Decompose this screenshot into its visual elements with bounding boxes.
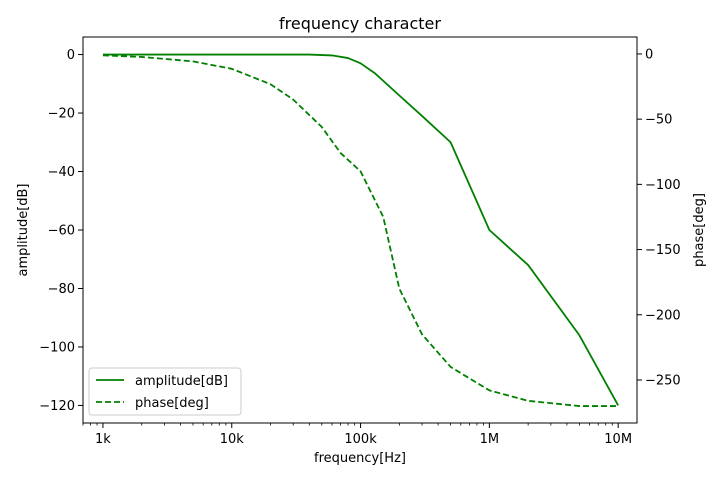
y-axis-right: 0 −50 −100 −150 −200 −250 [637, 47, 681, 388]
legend-box [88, 367, 242, 416]
y-left-tick-label: −20 [48, 107, 75, 122]
amplitude-series-line [102, 53, 619, 406]
x-axis-label: frequency[Hz] [314, 451, 406, 466]
y-axis-left-label: amplitude[dB] [16, 183, 31, 276]
y-axis-left: 0 −20 −40 −60 −80 −100 −120 [39, 48, 83, 414]
y-left-tick-label: −120 [39, 399, 75, 414]
y-right-tick-label: −150 [645, 243, 681, 258]
chart-title: frequency character [279, 14, 441, 33]
y-left-tick-label: 0 [67, 48, 75, 63]
x-tick-label: 100k [344, 432, 377, 447]
y-right-tick-label: −100 [645, 178, 681, 193]
y-right-tick-label: −200 [645, 308, 681, 323]
legend-phase-label: phase[deg] [135, 396, 209, 411]
y-axis-right-label: phase[deg] [692, 193, 707, 267]
legend-amplitude-label: amplitude[dB] [135, 374, 228, 389]
x-axis: 1k 10k 100k 1M 10M [82, 423, 632, 447]
y-left-tick-label: −100 [39, 340, 75, 355]
x-tick-label: 10k [220, 432, 245, 447]
series-layer [102, 53, 619, 407]
y-left-tick-label: −80 [48, 282, 75, 297]
y-left-tick-label: −40 [48, 165, 75, 180]
x-tick-label: 1M [480, 432, 500, 447]
y-right-tick-label: −50 [645, 113, 672, 128]
y-right-tick-label: 0 [645, 47, 653, 62]
phase-series-line [102, 54, 619, 407]
y-left-tick-label: −60 [48, 224, 75, 239]
legend: amplitude[dB] phase[deg] [88, 367, 242, 416]
y-right-tick-label: −250 [645, 373, 681, 388]
x-tick-label: 10M [604, 432, 632, 447]
x-tick-label: 1k [95, 432, 111, 447]
